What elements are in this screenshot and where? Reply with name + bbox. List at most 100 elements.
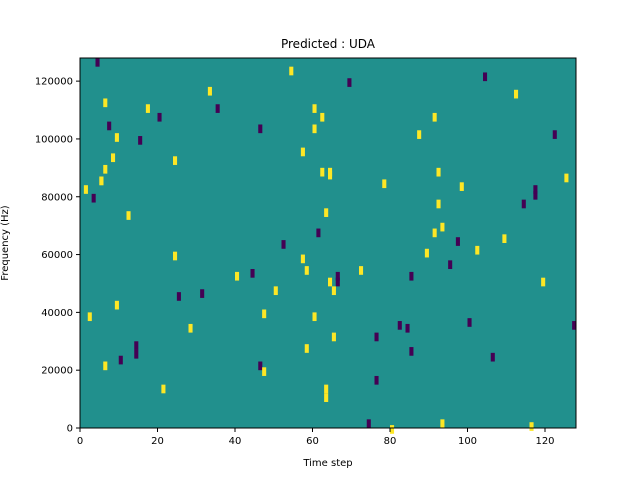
heatmap-cell — [432, 228, 437, 238]
x-tick-label: 40 — [229, 436, 242, 447]
heatmap-cell — [250, 269, 255, 278]
heatmap-cell — [281, 240, 286, 249]
heatmap-cell — [331, 332, 336, 342]
heatmap-cell — [533, 185, 538, 194]
heatmap-cell — [417, 130, 422, 139]
chart-title: Predicted : UDA — [281, 37, 376, 51]
heatmap-cell — [103, 361, 108, 371]
heatmap-cell — [359, 266, 364, 275]
heatmap-cell — [300, 147, 305, 157]
heatmap-cell — [134, 341, 139, 350]
x-tick-label: 20 — [151, 436, 164, 447]
heatmap-cell — [91, 193, 96, 203]
plot-frame — [79, 57, 577, 429]
heatmap-cell — [374, 375, 379, 385]
x-tick-label: 120 — [535, 436, 554, 447]
heatmap-cell — [521, 199, 526, 209]
x-axis: 0 20 40 60 80 100 120 — [77, 428, 555, 447]
plot-area — [79, 57, 577, 434]
heatmap-cell — [304, 344, 309, 353]
heatmap-cells — [83, 58, 577, 434]
y-tick-label: 0 — [67, 424, 73, 435]
heatmap-cell — [374, 332, 379, 342]
heatmap-cell — [312, 104, 317, 113]
heatmap-cell — [312, 312, 317, 322]
heatmap-cell — [103, 98, 108, 108]
heatmap-cell — [405, 323, 410, 333]
y-tick-label: 60000 — [41, 250, 73, 261]
heatmap-cell — [273, 286, 278, 296]
heatmap-cell — [118, 355, 123, 365]
x-tick-label: 60 — [306, 436, 319, 447]
heatmap-cell — [328, 277, 333, 287]
x-tick-label: 100 — [458, 436, 477, 447]
heatmap-cell — [134, 349, 139, 359]
heatmap-cell — [176, 292, 181, 301]
heatmap-cell — [502, 234, 507, 243]
heatmap-cell — [448, 260, 453, 270]
x-tick-label: 80 — [384, 436, 397, 447]
heatmap-cell — [335, 277, 340, 287]
heatmap-cell — [312, 124, 317, 134]
x-tick-label: 0 — [77, 436, 83, 447]
heatmap-cell — [440, 419, 445, 428]
heatmap-cell — [483, 72, 488, 82]
heatmap-cell — [258, 124, 263, 134]
heatmap-cell — [258, 361, 263, 371]
heatmap-cell — [335, 271, 340, 281]
heatmap-cell — [514, 89, 519, 99]
heatmap-cell — [424, 248, 429, 258]
heatmap-cell — [320, 112, 325, 122]
heatmap-cell — [95, 58, 100, 67]
heatmap-cell — [440, 222, 445, 232]
heatmap-cell — [541, 277, 546, 287]
y-axis: 0 20000 40000 60000 80000 100000 120000 — [35, 77, 80, 435]
heatmap-cell — [99, 176, 104, 186]
heatmap-cell — [382, 179, 387, 189]
heatmap-cell — [328, 167, 333, 177]
y-tick-label: 80000 — [41, 192, 73, 203]
heatmap-cell — [467, 318, 472, 327]
heatmap-cell — [397, 321, 402, 330]
heatmap-cell — [83, 185, 88, 194]
heatmap-cell — [366, 419, 371, 428]
heatmap-cell — [436, 167, 441, 177]
heatmap-cell — [107, 121, 112, 131]
heatmap-cell — [207, 86, 212, 96]
heatmap-cell — [188, 323, 193, 333]
y-tick-label: 40000 — [41, 308, 73, 319]
heatmap-cell — [300, 254, 305, 264]
heatmap-cell — [436, 199, 441, 209]
heatmap-cell — [324, 384, 329, 394]
heatmap-cell — [324, 393, 329, 402]
heatmap-cell — [572, 321, 577, 330]
heatmap-cell — [87, 312, 92, 322]
heatmap-cell — [235, 271, 240, 281]
heatmap-cell — [114, 300, 119, 310]
heatmap-cell — [161, 384, 166, 394]
heatmap-cell — [289, 66, 294, 76]
heatmap-cell — [126, 211, 131, 220]
heatmap-cell — [324, 208, 329, 217]
heatmap-cell — [552, 130, 557, 139]
plot-background — [80, 58, 576, 428]
heatmap-cell — [215, 104, 220, 113]
heatmap-cell — [490, 352, 495, 362]
y-tick-label: 100000 — [35, 134, 73, 145]
heatmap-cell — [390, 425, 395, 434]
heatmap-cell — [564, 173, 569, 183]
heatmap-cell — [145, 104, 150, 113]
heatmap-cell — [409, 347, 414, 356]
y-axis-label: Frequency (Hz) — [0, 205, 11, 281]
heatmap-cell — [475, 245, 480, 255]
heatmap-cell — [173, 156, 178, 165]
heatmap-cell — [103, 164, 108, 174]
heatmap-cell — [529, 422, 534, 431]
heatmap-cell — [200, 289, 205, 298]
heatmap-cell — [304, 266, 309, 275]
y-tick-label: 120000 — [35, 77, 73, 88]
heatmap-cell — [173, 251, 178, 261]
heatmap-cell — [347, 78, 352, 87]
heatmap-cell — [533, 190, 538, 200]
